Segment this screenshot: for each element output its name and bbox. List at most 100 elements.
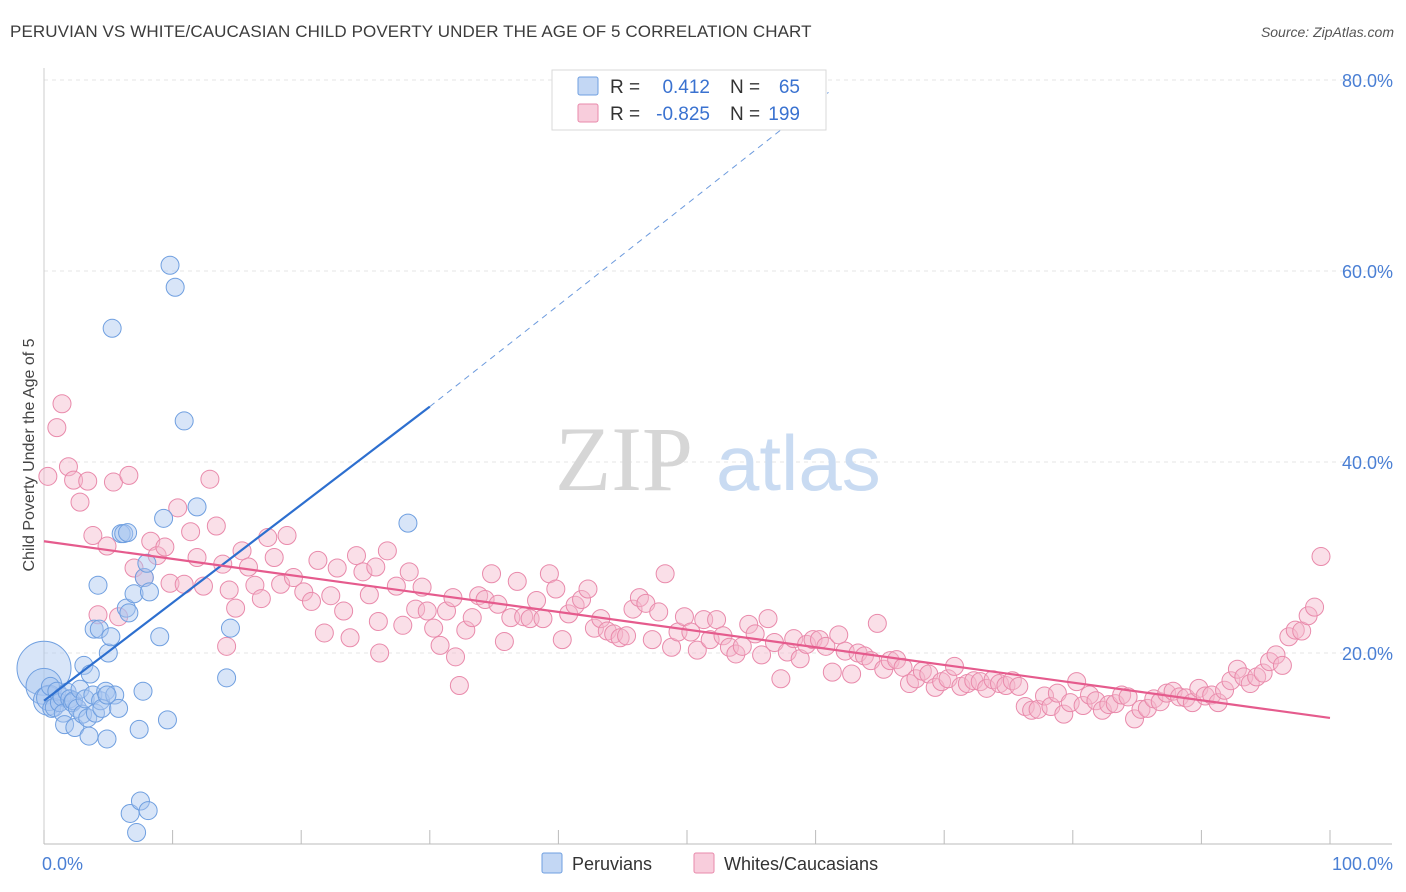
whites-point <box>377 541 397 561</box>
peruvians-point <box>154 508 174 528</box>
whites-point <box>226 598 246 618</box>
whites-point <box>1125 709 1145 729</box>
whites-point <box>424 618 444 638</box>
peruvians-point <box>79 726 99 746</box>
whites-point <box>200 469 220 489</box>
whites-point <box>334 601 354 621</box>
y-tick-label: 60.0% <box>1342 262 1393 282</box>
stats-legend-r-value: 0.412 <box>662 77 710 98</box>
whites-point <box>314 623 334 643</box>
whites-point <box>1221 671 1241 691</box>
whites-point <box>552 630 572 650</box>
whites-point <box>78 471 98 491</box>
whites-point <box>829 625 849 645</box>
whites-point <box>181 522 201 542</box>
whites-point <box>366 557 386 577</box>
y-tick-label: 40.0% <box>1342 453 1393 473</box>
y-axis-label: Child Poverty Under the Age of 5 <box>21 338 38 571</box>
peruvians-point <box>165 277 185 297</box>
whites-point <box>1227 659 1247 679</box>
whites-point <box>251 589 271 609</box>
whites-point <box>1054 704 1074 724</box>
stats-legend-swatch-whites <box>577 103 599 123</box>
whites-point <box>1285 620 1305 640</box>
whites-point <box>321 586 341 606</box>
whites-point <box>97 536 117 556</box>
whites-trend-line <box>43 540 1331 720</box>
whites-point <box>1272 655 1292 675</box>
whites-point <box>359 585 379 605</box>
y-tick-label: 20.0% <box>1342 644 1393 664</box>
peruvians-point <box>101 627 121 647</box>
series-legend: Peruvians Whites/Caucasians <box>541 852 878 874</box>
stats-legend-r-value: -0.825 <box>656 104 710 125</box>
whites-point <box>655 564 675 584</box>
peruvians-point <box>150 627 170 647</box>
peruvians-point <box>89 619 109 639</box>
whites-point <box>707 610 727 630</box>
data-points <box>16 255 1331 843</box>
whites-point <box>449 675 469 695</box>
whites-point <box>739 614 759 634</box>
stats-legend: R = 0.412 N = 65 R = -0.825 N = 199 <box>551 69 827 131</box>
peruvians-point <box>217 668 237 688</box>
whites-point <box>219 580 239 600</box>
grid-lines <box>44 79 1392 654</box>
peruvians-point <box>118 523 138 543</box>
whites-point <box>610 628 630 648</box>
whites-point <box>771 669 791 689</box>
whites-point <box>368 611 388 631</box>
whites-point <box>1202 685 1222 705</box>
whites-point <box>155 537 175 557</box>
peruvians-point <box>130 791 150 811</box>
whites-point <box>353 562 373 582</box>
peruvians-point <box>134 568 154 588</box>
peruvians-point <box>220 618 240 638</box>
whites-point <box>141 531 161 551</box>
whites-point <box>1047 683 1067 703</box>
peruvians-trend-line <box>43 405 431 702</box>
stats-legend-n-value: 65 <box>779 77 800 98</box>
whites-point <box>301 591 321 611</box>
source-note: Source: ZipAtlas.com <box>1260 24 1394 40</box>
whites-point <box>1266 645 1286 665</box>
whites-point <box>482 564 502 584</box>
whites-point <box>168 498 188 518</box>
whites-point <box>462 608 482 628</box>
peruvians-point <box>187 497 207 517</box>
whites-point <box>623 599 643 619</box>
whites-point <box>867 613 887 633</box>
whites-point <box>842 664 862 684</box>
whites-point <box>430 635 450 655</box>
whites-point <box>340 628 360 648</box>
stats-legend-n-label: N = <box>730 77 760 98</box>
legend-swatch-peruvians <box>541 852 563 874</box>
peruvians-point <box>127 823 147 843</box>
whites-point <box>1157 683 1177 703</box>
whites-point <box>64 470 84 490</box>
x-tick-label: 100.0% <box>1332 854 1393 874</box>
peruvians-point <box>139 582 159 602</box>
whites-point <box>264 548 284 567</box>
whites-point <box>1311 547 1331 567</box>
peruvians-point <box>129 719 149 739</box>
whites-point <box>1305 597 1325 617</box>
whites-point <box>456 620 476 640</box>
whites-point <box>533 609 553 629</box>
whites-point <box>308 550 328 570</box>
whites-point <box>700 630 720 650</box>
peruvians-point <box>398 513 418 533</box>
stats-legend-r-label: R = <box>610 104 640 125</box>
peruvians-point <box>157 710 177 730</box>
whites-point <box>238 557 258 577</box>
peruvians-point <box>88 575 108 595</box>
peruvians-point <box>137 553 157 573</box>
whites-point <box>277 526 297 546</box>
peruvians-point <box>138 801 158 821</box>
whites-point <box>1073 696 1093 716</box>
trend-lines <box>43 92 1331 720</box>
whites-point <box>70 492 90 512</box>
whites-point <box>446 647 466 667</box>
whites-point <box>124 558 144 578</box>
stats-legend-n-label: N = <box>730 104 760 125</box>
